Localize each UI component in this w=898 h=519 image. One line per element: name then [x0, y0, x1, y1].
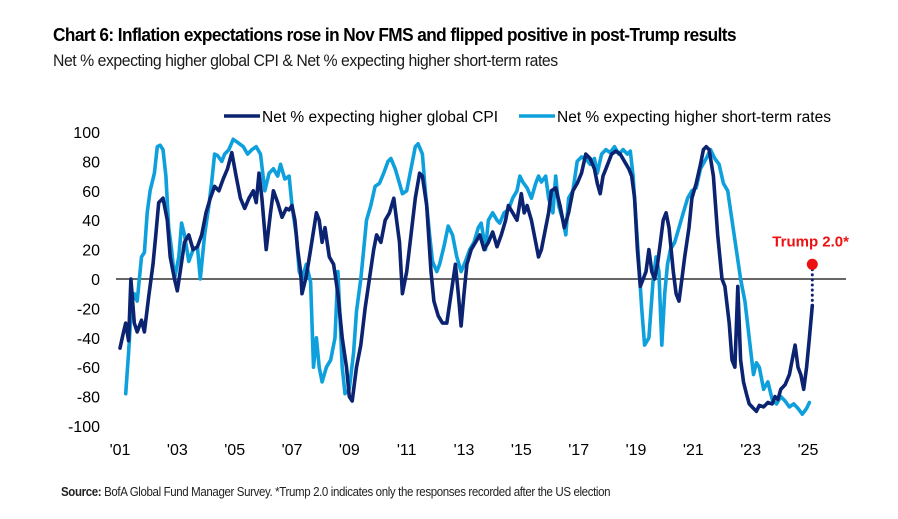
annotation-group: Trump 2.0* — [772, 233, 849, 307]
x-tick-label: '07 — [282, 442, 303, 459]
x-axis: '01 '03 '05 '07 '09 '11 '13 '15 '17 '19 '21 '23 '25 — [110, 442, 819, 459]
x-tick-label: '13 — [454, 442, 475, 459]
series-line-rates — [123, 137, 812, 416]
y-tick-label: 80 — [82, 154, 100, 171]
legend-label-rates: Net % expecting higher short-term rates — [557, 109, 831, 126]
series-line-cpi — [118, 144, 815, 414]
y-axis: 100 80 60 40 20 0 -20 -40 -60 -80 -100 — [68, 125, 100, 436]
x-tick-label: '19 — [626, 442, 647, 459]
x-tick-label: '05 — [224, 442, 245, 459]
chart-legend: Net % expecting higher global CPI Net % … — [224, 109, 831, 126]
source-text: BofA Global Fund Manager Survey. *Trump … — [101, 485, 611, 499]
x-tick-label: '09 — [339, 442, 360, 459]
y-tick-label: 100 — [73, 125, 100, 142]
y-tick-label: -60 — [77, 360, 100, 377]
y-tick-label: 0 — [91, 272, 100, 289]
y-tick-label: -20 — [77, 301, 100, 318]
y-tick-label: 60 — [82, 184, 100, 201]
chart-title: Chart 6: Inflation expectations rose in … — [53, 24, 737, 45]
x-tick-label: '03 — [167, 442, 188, 459]
y-tick-label: 40 — [82, 213, 100, 230]
x-tick-label: '17 — [568, 442, 589, 459]
x-tick-label: '01 — [110, 442, 131, 459]
y-tick-label: 20 — [82, 243, 100, 260]
source-label: Source: — [61, 485, 102, 499]
legend-label-cpi: Net % expecting higher global CPI — [262, 109, 498, 126]
y-tick-label: -40 — [77, 331, 100, 348]
annotation-label: Trump 2.0* — [772, 233, 849, 250]
x-tick-label: '15 — [511, 442, 532, 459]
chart-subtitle: Net % expecting higher global CPI & Net … — [53, 51, 558, 70]
x-tick-label: '11 — [397, 442, 417, 459]
series-group — [118, 137, 815, 416]
annotation-marker — [806, 258, 818, 270]
y-tick-label: -80 — [77, 390, 100, 407]
source-note: Source: BofA Global Fund Manager Survey.… — [61, 485, 611, 499]
x-tick-label: '23 — [740, 442, 761, 459]
x-tick-label: '21 — [683, 442, 704, 459]
x-tick-label: '25 — [798, 442, 819, 459]
y-tick-label: -100 — [68, 419, 100, 436]
